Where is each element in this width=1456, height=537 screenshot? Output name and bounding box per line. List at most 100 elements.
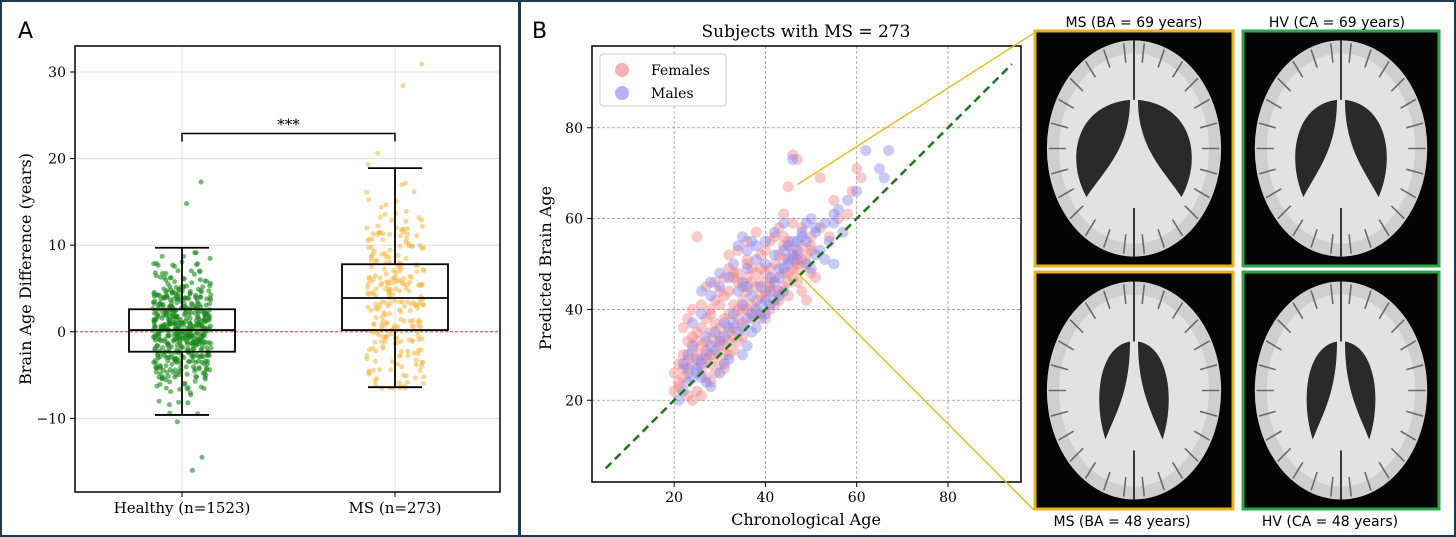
sulcus [1122, 284, 1127, 305]
data-point [412, 375, 418, 381]
data-point [723, 263, 735, 274]
data-point [832, 213, 844, 225]
data-point [700, 313, 712, 324]
data-point [411, 324, 416, 330]
data-point [728, 317, 739, 329]
data-point [737, 231, 749, 243]
sulcus [1193, 98, 1211, 110]
data-point [682, 363, 694, 374]
data-point [166, 317, 172, 323]
data-point [723, 285, 735, 297]
sulcus [1406, 410, 1424, 417]
data-point [385, 303, 391, 309]
data-point [156, 336, 162, 342]
data-point [364, 356, 370, 362]
x-tick-label: 80 [939, 490, 957, 506]
data-point [375, 150, 381, 156]
sulcus [1193, 187, 1211, 199]
sulcus [1348, 43, 1352, 63]
data-point [373, 286, 379, 292]
data-point [192, 378, 198, 384]
data-point [714, 367, 726, 379]
data-point [378, 282, 384, 288]
data-point [696, 285, 707, 297]
ventricle [1076, 99, 1130, 198]
data-point [366, 244, 371, 250]
data-point [366, 197, 372, 203]
white-matter [1266, 294, 1416, 487]
data-point [714, 331, 726, 343]
y-tick-label: 40 [565, 302, 583, 318]
data-point [732, 276, 744, 288]
sulcus [1199, 410, 1218, 417]
data-point [759, 267, 771, 279]
data-point [673, 394, 685, 406]
data-point [168, 275, 174, 281]
data-point [365, 290, 371, 296]
data-point [796, 222, 808, 234]
data-point [796, 285, 808, 297]
data-point [205, 352, 211, 358]
data-point [709, 276, 721, 288]
data-point [691, 363, 703, 374]
data-point [376, 332, 382, 338]
sulcus [1171, 461, 1184, 479]
data-point [677, 358, 689, 370]
data-point [189, 467, 195, 473]
data-point [769, 226, 781, 238]
data-point [160, 367, 166, 373]
data-point [700, 372, 712, 383]
data-point [176, 323, 182, 329]
data-point [773, 272, 785, 284]
data-point [368, 307, 374, 313]
data-point [164, 293, 170, 299]
data-point [723, 308, 735, 320]
sulcus [1050, 168, 1069, 175]
sulcus [1171, 302, 1184, 320]
y-axis-label: Brain Age Difference (years) [16, 153, 35, 385]
data-point [677, 349, 689, 361]
data-point [161, 338, 167, 344]
data-point [155, 343, 161, 349]
data-point [421, 374, 427, 380]
sulcus [1292, 302, 1304, 320]
sulcus [1378, 302, 1390, 320]
data-point [197, 302, 203, 308]
data-point [197, 277, 203, 283]
ventricle [1295, 99, 1337, 198]
data-point [198, 179, 204, 185]
legend: Females Males [599, 53, 727, 107]
data-point [700, 349, 712, 361]
data-point [188, 310, 194, 316]
data-point [413, 302, 419, 308]
data-point [732, 267, 744, 279]
data-point [883, 145, 895, 156]
ventricle [1345, 99, 1387, 198]
data-point [714, 358, 726, 370]
data-point [415, 351, 421, 357]
data-point [380, 231, 386, 237]
data-point [709, 367, 721, 379]
data-point [377, 214, 383, 220]
data-point [419, 245, 425, 251]
data-point [157, 363, 163, 369]
data-point [382, 300, 388, 306]
data-point [709, 335, 721, 347]
data-point [176, 286, 182, 292]
data-point [366, 274, 372, 280]
data-point [371, 276, 377, 282]
sulcus [1400, 430, 1417, 441]
data-point [741, 272, 753, 284]
sulcus [1378, 60, 1390, 78]
panel-a-frame [0, 0, 520, 537]
sulcus [1084, 302, 1097, 320]
data-point [191, 271, 197, 277]
data-point [755, 249, 767, 261]
data-point [782, 267, 794, 279]
data-point [832, 204, 844, 215]
data-point [741, 254, 753, 265]
y-tick-label: 0 [57, 325, 66, 341]
data-point [705, 340, 717, 352]
